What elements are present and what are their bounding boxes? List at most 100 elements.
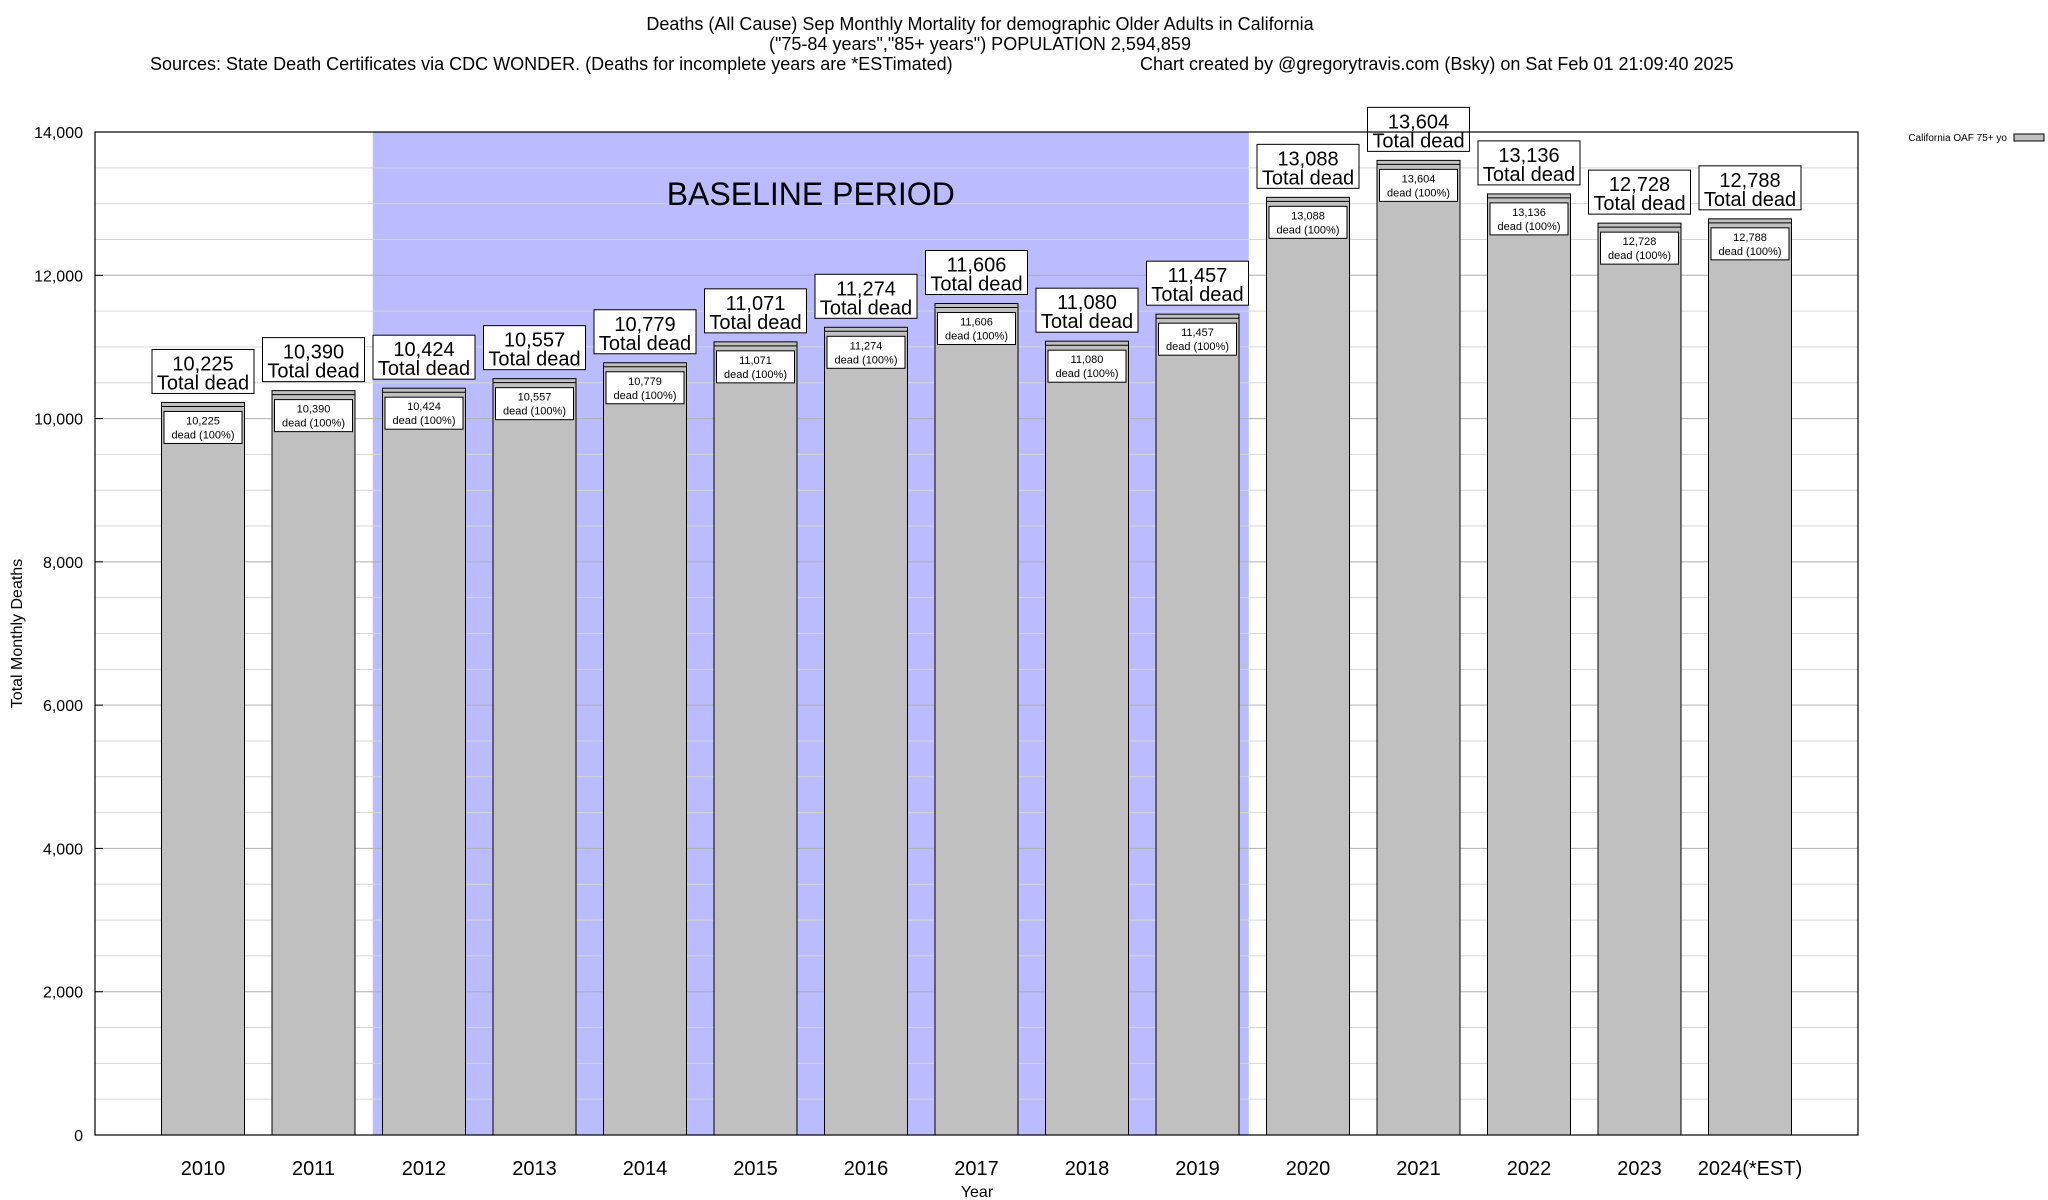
- bar-2019: [1155, 313, 1240, 1136]
- y-tick-label: 0: [74, 1128, 83, 1145]
- inner-label-suffix: dead (100%): [1277, 224, 1340, 236]
- baseline-label: BASELINE PERIOD: [667, 176, 955, 212]
- y-tick-label: 4,000: [43, 841, 83, 858]
- inner-label-suffix: dead (100%): [614, 390, 677, 402]
- y-tick-label: 10,000: [34, 412, 83, 429]
- inner-label-box: [1047, 349, 1127, 383]
- inner-label-suffix: dead (100%): [1498, 221, 1561, 233]
- inner-label-box: [826, 335, 906, 369]
- total-label-box: [1477, 140, 1581, 186]
- total-label-box: [1035, 287, 1139, 333]
- x-tick-label: 2015: [733, 1158, 778, 1180]
- inner-label-value: 11,080: [1071, 354, 1104, 366]
- x-tick-label: 2022: [1507, 1158, 1552, 1180]
- total-label-value: 13,088: [1277, 148, 1338, 170]
- total-label-value: 11,606: [947, 255, 1007, 277]
- inner-label-suffix: dead (100%): [172, 429, 235, 441]
- total-label-box: [1698, 165, 1802, 211]
- total-label-suffix: Total dead: [378, 358, 470, 380]
- inner-label-value: 10,779: [628, 376, 662, 388]
- total-label-suffix: Total dead: [1041, 311, 1133, 333]
- total-label-value: 12,728: [1609, 174, 1670, 196]
- plot-frame: [94, 131, 1859, 1136]
- bar-2016: [824, 326, 908, 1136]
- inner-label-suffix: dead (100%): [393, 415, 456, 427]
- total-label-value: 10,424: [393, 339, 454, 361]
- inner-label-box: [716, 350, 795, 384]
- y-tick-label: 8,000: [43, 555, 83, 572]
- bar-2024(*EST): [1708, 218, 1792, 1136]
- total-label-value: 10,390: [283, 342, 344, 364]
- bar-2013: [492, 378, 577, 1136]
- total-label-value: 11,457: [1168, 265, 1228, 287]
- bar-2012: [382, 387, 466, 1136]
- x-tick-label: 2021: [1396, 1158, 1441, 1180]
- bar-2020: [1266, 196, 1350, 1136]
- inner-label-box: [937, 312, 1016, 346]
- x-tick-label: 2023: [1617, 1158, 1662, 1180]
- inner-label-value: 10,557: [518, 392, 552, 404]
- total-label-suffix: Total dead: [1593, 193, 1685, 215]
- inner-label-value: 13,136: [1512, 207, 1546, 219]
- total-label-value: 10,557: [504, 330, 565, 352]
- total-label-box: [1588, 169, 1691, 215]
- bar-2018: [1045, 340, 1129, 1136]
- inner-label-suffix: dead (100%): [282, 418, 345, 430]
- bar-2023: [1597, 222, 1682, 1136]
- x-tick-label: 2010: [181, 1158, 226, 1180]
- inner-label-value: 11,457: [1181, 327, 1214, 339]
- inner-label-box: [1489, 202, 1569, 236]
- inner-label-suffix: dead (100%): [945, 331, 1008, 343]
- x-tick-label: 2011: [292, 1158, 335, 1180]
- x-tick-label: 2016: [844, 1158, 889, 1180]
- inner-label-box: [495, 387, 574, 421]
- total-label-box: [1367, 106, 1470, 152]
- inner-label-value: 13,604: [1402, 173, 1436, 185]
- total-label-suffix: Total dead: [1151, 284, 1243, 306]
- total-label-value: 10,225: [172, 353, 233, 375]
- total-label-suffix: Total dead: [1262, 167, 1354, 189]
- inner-label-suffix: dead (100%): [1166, 341, 1229, 353]
- bar-2021: [1376, 159, 1461, 1136]
- total-label-box: [483, 325, 586, 371]
- inner-label-value: 10,424: [407, 401, 441, 413]
- bar-2010: [161, 401, 245, 1136]
- inner-label-value: 10,225: [186, 415, 220, 427]
- bar-2022: [1487, 193, 1571, 1136]
- total-label-value: 11,274: [836, 278, 896, 300]
- x-tick-label: 2013: [512, 1158, 557, 1180]
- total-label-suffix: Total dead: [1483, 164, 1575, 186]
- total-label-value: 13,604: [1388, 111, 1449, 133]
- total-label-suffix: Total dead: [267, 361, 359, 383]
- bar-2015: [713, 341, 798, 1136]
- inner-label-value: 11,071: [739, 355, 772, 367]
- inner-label-value: 10,390: [297, 404, 331, 416]
- total-label-suffix: Total dead: [599, 333, 691, 355]
- x-tick-label: 2018: [1065, 1158, 1110, 1180]
- inner-label-box: [1600, 231, 1679, 265]
- total-label-box: [151, 348, 255, 394]
- inner-label-value: 12,788: [1733, 232, 1767, 244]
- source-note: Sources: State Death Certificates via CD…: [150, 54, 953, 74]
- inner-label-suffix: dead (100%): [724, 369, 787, 381]
- bar-2014: [603, 362, 687, 1136]
- y-tick-label: 2,000: [43, 985, 83, 1002]
- inner-label-box: [1268, 205, 1348, 239]
- inner-label-box: [1710, 227, 1790, 261]
- legend-label: California OAF 75+ yo: [1908, 133, 2007, 144]
- x-tick-label: 2014: [623, 1158, 668, 1180]
- inner-label-suffix: dead (100%): [1608, 250, 1671, 262]
- inner-label-box: [384, 396, 464, 430]
- total-label-value: 11,080: [1057, 292, 1117, 314]
- chart-title: Deaths (All Cause) Sep Monthly Mortality…: [646, 14, 1314, 34]
- legend-swatch: [2013, 133, 2045, 142]
- chart-subtitle: ("75-84 years","85+ years") POPULATION 2…: [769, 34, 1191, 54]
- total-label-suffix: Total dead: [488, 349, 580, 371]
- total-label-box: [1146, 260, 1249, 306]
- inner-label-value: 13,088: [1291, 210, 1325, 222]
- inner-label-suffix: dead (100%): [835, 354, 898, 366]
- inner-label-suffix: dead (100%): [503, 406, 566, 418]
- x-tick-label: 2019: [1175, 1158, 1220, 1180]
- inner-label-value: 12,728: [1623, 236, 1657, 248]
